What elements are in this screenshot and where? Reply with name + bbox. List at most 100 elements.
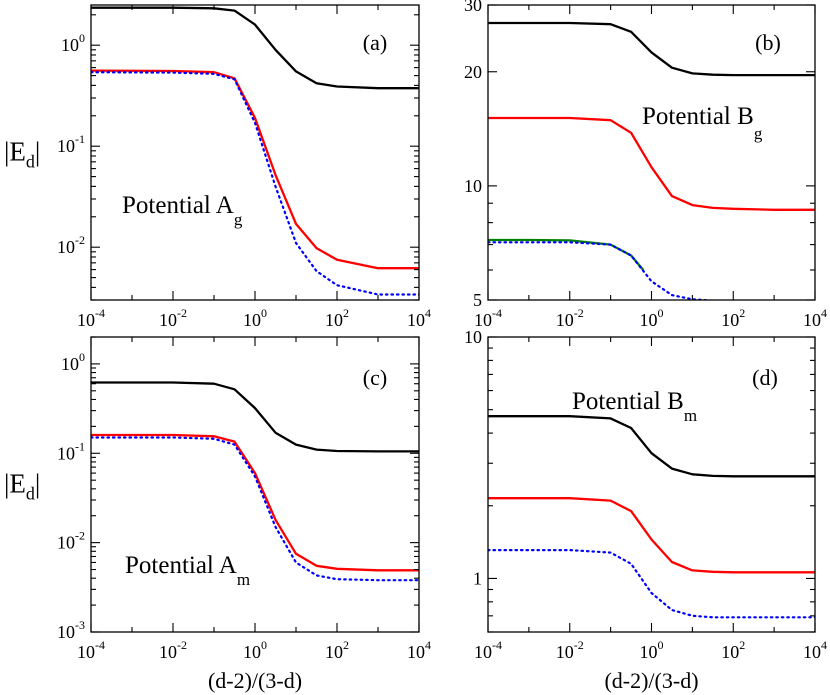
y-axis-label: |Ed|	[4, 469, 40, 504]
y-tick-label-base: 10	[61, 354, 79, 374]
x-tick-label: 100	[243, 638, 267, 662]
y-tick-label: 10-3	[57, 618, 85, 642]
x-tick-label-exp: -4	[95, 306, 105, 320]
x-tick-label-base: 10	[243, 310, 261, 330]
y-ticks	[91, 14, 419, 301]
x-tick-label-exp: -2	[574, 638, 584, 652]
y-ticks	[488, 4, 815, 301]
y-tick-label-base: 10	[57, 443, 75, 463]
x-tick-label-exp: 2	[343, 638, 349, 652]
annotation-text: Potential A	[122, 192, 234, 219]
potential-annotation: Potential Bg	[642, 103, 763, 143]
y-axis-label-main: |E	[4, 469, 26, 499]
series-blue-line	[488, 548, 815, 619]
x-tick-label: 104	[803, 638, 827, 662]
series-black-line	[91, 6, 419, 90]
y-axis-label-end: |	[35, 137, 40, 167]
x-tick-label-exp: 4	[425, 638, 431, 652]
series-blue-line	[91, 436, 419, 582]
x-tick-label-exp: -2	[177, 306, 187, 320]
y-tick-label-exp: -3	[75, 618, 85, 632]
x-tick-label: 100	[640, 306, 664, 330]
y-tick-label-base: 10	[57, 622, 75, 642]
y-axis-label-main: |E	[4, 137, 26, 167]
x-axis-label: (d-2)/(3-d)	[604, 668, 698, 693]
panel-label: (d)	[752, 365, 778, 390]
x-ticks	[90, 337, 420, 632]
series-group	[91, 381, 419, 582]
series-red-line	[488, 497, 815, 574]
series-blue-line	[488, 241, 815, 300]
annotation-subscript: m	[237, 570, 250, 589]
series-black-line	[488, 415, 815, 478]
x-tick-label: 10-2	[556, 306, 584, 330]
x-tick-label: 10-4	[474, 638, 502, 662]
x-tick-label: 102	[325, 638, 349, 662]
series-blue-line	[91, 71, 419, 296]
annotation-subscript: g	[754, 124, 763, 143]
y-tick-label: 100	[61, 31, 85, 55]
y-tick-label: 10	[464, 327, 482, 347]
y-tick-label-exp: -1	[75, 132, 85, 146]
y-axis-label-sub: d	[26, 152, 35, 172]
series-group	[488, 21, 815, 300]
x-tick-label: 102	[721, 306, 745, 330]
y-tick-label: 20	[464, 62, 482, 82]
y-tick-label-base: 10	[57, 136, 75, 156]
x-tick-label-base: 10	[640, 642, 658, 662]
potential-annotation: Potential Bm	[572, 388, 697, 425]
y-axis-label: |Ed|	[4, 137, 40, 172]
x-tick-label-base: 10	[77, 642, 95, 662]
y-tick-label: 10-1	[57, 439, 85, 463]
annotation-subscript: m	[684, 406, 697, 425]
y-tick-label: 10-2	[57, 233, 85, 257]
annotation-text: Potential B	[572, 388, 684, 415]
x-tick-label-exp: -4	[95, 638, 105, 652]
x-tick-label: 104	[407, 638, 431, 662]
x-ticks	[487, 5, 816, 300]
series-black-line	[91, 381, 419, 453]
series-group	[488, 415, 815, 619]
annotation-text: Potential A	[125, 552, 237, 579]
annotation-text: Potential B	[642, 103, 754, 130]
x-tick-label-base: 10	[325, 310, 343, 330]
y-tick-label: 10-1	[57, 132, 85, 156]
x-tick-label-base: 10	[803, 642, 821, 662]
panel-a: 10-4 10-2 100 102 10410010-110-2(a)Potential…	[4, 4, 431, 330]
x-tick-label-base: 10	[77, 310, 95, 330]
y-tick-label-exp: -1	[75, 439, 85, 453]
x-tick-label-base: 10	[474, 642, 492, 662]
y-ticks	[488, 336, 815, 633]
y-tick-label: 5	[473, 290, 482, 310]
x-tick-label-base: 10	[407, 310, 425, 330]
y-tick-label: 30	[464, 0, 482, 15]
x-tick-label-base: 10	[243, 642, 261, 662]
x-tick-label: 10-2	[159, 638, 187, 662]
series-red-line	[91, 433, 419, 572]
y-tick-label: 10	[464, 176, 482, 196]
x-tick-label: 102	[721, 638, 745, 662]
x-tick-label: 10-4	[77, 638, 105, 662]
x-tick-label-exp: 4	[821, 638, 827, 652]
series-black-line	[488, 21, 815, 77]
x-tick-label-base: 10	[556, 642, 574, 662]
x-tick-label-exp: 0	[261, 306, 267, 320]
x-tick-label-base: 10	[474, 310, 492, 330]
x-tick-label: 10-4	[77, 306, 105, 330]
x-tick-label: 104	[407, 306, 431, 330]
series-red-line	[91, 69, 419, 270]
series-red-line	[488, 116, 815, 211]
x-tick-label-exp: 2	[739, 306, 745, 320]
series-group	[91, 6, 419, 296]
x-tick-label-exp: 4	[821, 306, 827, 320]
y-tick-label-base: 10	[57, 533, 75, 553]
panel-label: (b)	[755, 30, 781, 55]
y-tick-label-exp: 0	[79, 350, 85, 364]
x-tick-label-exp: 2	[343, 306, 349, 320]
x-tick-label: 10-4	[474, 306, 502, 330]
x-tick-label-base: 10	[325, 642, 343, 662]
y-tick-label: 100	[61, 350, 85, 374]
x-tick-label-base: 10	[721, 642, 739, 662]
